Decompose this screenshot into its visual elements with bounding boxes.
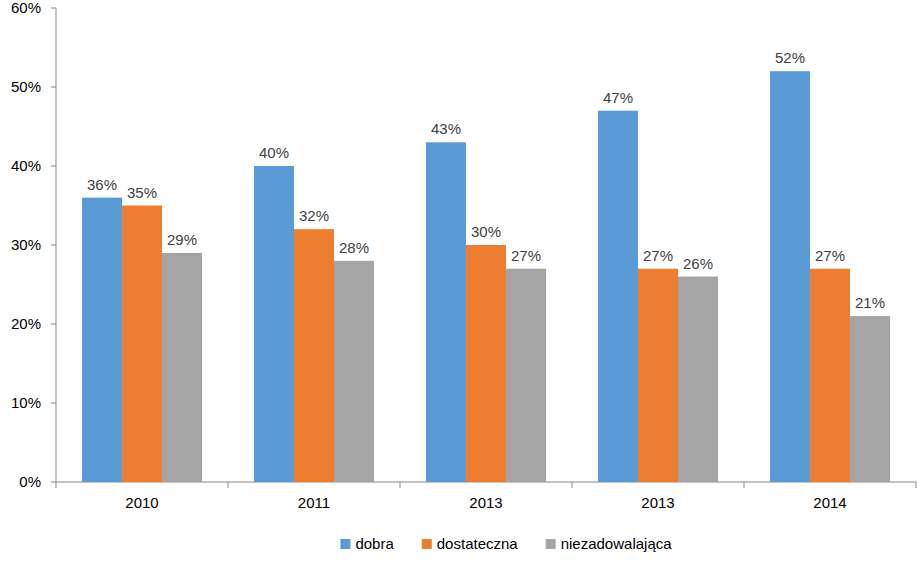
bar (466, 245, 506, 482)
bar (506, 269, 546, 482)
y-tick-label: 30% (11, 236, 41, 253)
y-tick-label: 20% (11, 315, 41, 332)
y-tick (51, 245, 56, 246)
y-tick-label: 40% (11, 157, 41, 174)
data-label: 21% (855, 294, 885, 311)
y-tick (51, 87, 56, 88)
x-tick (228, 482, 229, 488)
legend-swatch (340, 539, 350, 549)
y-tick (51, 482, 56, 483)
bar (598, 111, 638, 482)
data-label: 27% (511, 247, 541, 264)
y-tick-label: 60% (11, 0, 41, 16)
data-label: 26% (683, 255, 713, 272)
x-tick (400, 482, 401, 488)
y-tick (51, 166, 56, 167)
legend-label: niezadowalająca (561, 535, 673, 552)
bar (82, 198, 122, 482)
data-label: 35% (127, 184, 157, 201)
y-tick-label: 50% (11, 78, 41, 95)
x-tick (916, 482, 917, 488)
data-label: 36% (87, 176, 117, 193)
x-tick (744, 482, 745, 488)
bar (810, 269, 850, 482)
legend-item: niezadowalająca (546, 535, 673, 552)
legend-swatch (546, 539, 556, 549)
data-labels: 36% 40% 43% 47% 52% 35% 32% 30% 27% 27% 29% 28% 27% 2… (87, 49, 885, 311)
legend-swatch (422, 539, 432, 549)
data-label: 52% (775, 49, 805, 66)
x-tick-label: 2013 (469, 494, 502, 511)
bar (162, 253, 202, 482)
legend-item: dobra (340, 535, 394, 552)
x-tick-label: 2014 (813, 494, 846, 511)
data-label: 30% (471, 223, 501, 240)
x-tick (572, 482, 573, 488)
bars (82, 71, 890, 482)
data-label: 27% (643, 247, 673, 264)
x-tick-label: 2011 (298, 494, 330, 511)
legend: dobra dostateczna niezadowalająca (340, 535, 672, 552)
bar (334, 261, 374, 482)
y-tick (51, 403, 56, 404)
x-tick (56, 482, 57, 488)
legend-item: dostateczna (422, 535, 519, 552)
data-label: 28% (339, 239, 369, 256)
bar (294, 229, 334, 482)
y-tick (51, 324, 56, 325)
data-label: 43% (431, 120, 461, 137)
x-tick-label: 2010 (125, 494, 158, 511)
x-tick-label: 2013 (641, 494, 674, 511)
data-label: 29% (167, 231, 197, 248)
bar (254, 166, 294, 482)
chart-svg: 0% 10% 20% 30% 40% 50% 60% 2010 2011 2013 2013 2014… (0, 0, 917, 562)
data-label: 47% (603, 89, 633, 106)
legend-label: dobra (355, 535, 394, 552)
bar (426, 142, 466, 482)
bar (122, 206, 162, 483)
bar (678, 277, 718, 482)
y-tick-label: 0% (19, 473, 41, 490)
bar (638, 269, 678, 482)
legend-label: dostateczna (437, 535, 519, 552)
y-axis (56, 8, 57, 482)
bar (770, 71, 810, 482)
y-tick (51, 8, 56, 9)
bar (850, 316, 890, 482)
data-label: 27% (815, 247, 845, 264)
y-tick-label: 10% (11, 394, 41, 411)
chart-container: 0% 10% 20% 30% 40% 50% 60% 2010 2011 2013 2013 2014… (0, 0, 917, 562)
data-label: 40% (259, 144, 289, 161)
data-label: 32% (299, 207, 329, 224)
